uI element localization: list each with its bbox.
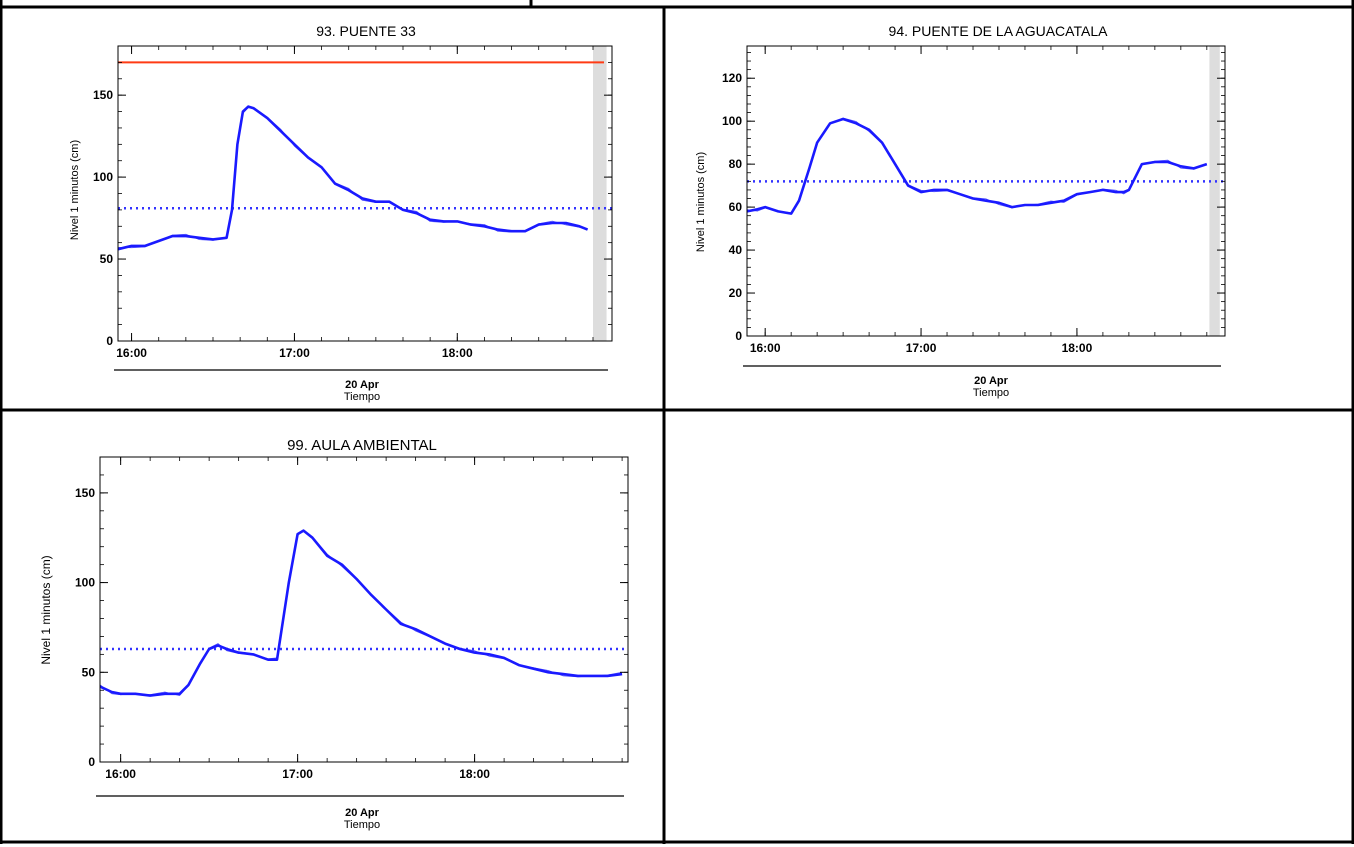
y-tick-label: 150 <box>75 486 95 500</box>
plot-frame <box>746 45 1226 337</box>
y-tick-label: 120 <box>722 71 742 85</box>
date-label: 20 Apr <box>345 379 380 391</box>
chart-puente-33: 93. PUENTE 33 Nivel 1 minutos (cm) 20 Ap… <box>69 23 613 403</box>
x-axis-label: Tiempo <box>344 391 380 403</box>
chart-panel-puente-aguacatala: 94. PUENTE DE LA AGUACATALA Nivel 1 minu… <box>665 8 1353 410</box>
y-tick-label: 100 <box>722 114 742 128</box>
y-tick-label: 50 <box>82 665 96 679</box>
plot-frame <box>117 45 613 342</box>
y-tick-label: 50 <box>100 252 114 266</box>
date-label: 20 Apr <box>974 375 1009 387</box>
future-band <box>593 46 607 341</box>
series-line <box>117 105 589 251</box>
x-tick-label: 16:00 <box>116 346 147 360</box>
x-tick-label: 17:00 <box>906 341 937 355</box>
chart-title: 99. AULA AMBIENTAL <box>287 437 437 454</box>
chart-title: 93. PUENTE 33 <box>316 23 416 39</box>
x-tick-label: 18:00 <box>442 346 473 360</box>
x-tick-label: 18:00 <box>1062 341 1093 355</box>
y-tick-label: 0 <box>735 329 742 343</box>
date-label: 20 Apr <box>345 807 380 819</box>
x-tick-label: 17:00 <box>279 346 310 360</box>
x-tick-label: 18:00 <box>459 767 490 781</box>
y-tick-label: 0 <box>88 755 95 769</box>
y-axis-label: Nivel 1 minutos (cm) <box>69 140 81 240</box>
series-raw-line <box>117 107 588 249</box>
series-line <box>99 529 623 697</box>
y-axis-label: Nivel 1 minutos (cm) <box>39 555 53 664</box>
chart-panel-aula-ambiental: 99. AULA AMBIENTAL Nivel 1 minutos (cm) … <box>0 412 664 842</box>
plot-frame <box>99 456 629 763</box>
x-axis-label: Tiempo <box>344 819 380 831</box>
chart-aula-ambiental: 99. AULA AMBIENTAL Nivel 1 minutos (cm) … <box>39 437 629 831</box>
y-tick-label: 150 <box>93 88 113 102</box>
x-axis-label: Tiempo <box>973 387 1009 399</box>
y-tick-label: 80 <box>729 157 743 171</box>
x-tick-label: 16:00 <box>105 767 136 781</box>
y-tick-label: 100 <box>75 576 95 590</box>
y-tick-label: 100 <box>93 170 113 184</box>
y-tick-label: 60 <box>729 200 743 214</box>
x-tick-label: 17:00 <box>282 767 313 781</box>
y-tick-label: 40 <box>729 243 743 257</box>
series-line <box>746 117 1208 215</box>
x-tick-label: 16:00 <box>750 341 781 355</box>
future-band <box>1209 46 1220 336</box>
y-tick-label: 0 <box>106 334 113 348</box>
y-tick-label: 20 <box>729 286 743 300</box>
chart-puente-aguacatala: 94. PUENTE DE LA AGUACATALA Nivel 1 minu… <box>695 23 1226 399</box>
y-axis-label: Nivel 1 minutos (cm) <box>695 152 707 252</box>
chart-panel-puente-33: 93. PUENTE 33 Nivel 1 minutos (cm) 20 Ap… <box>0 8 664 410</box>
chart-title: 94. PUENTE DE LA AGUACATALA <box>889 23 1109 39</box>
